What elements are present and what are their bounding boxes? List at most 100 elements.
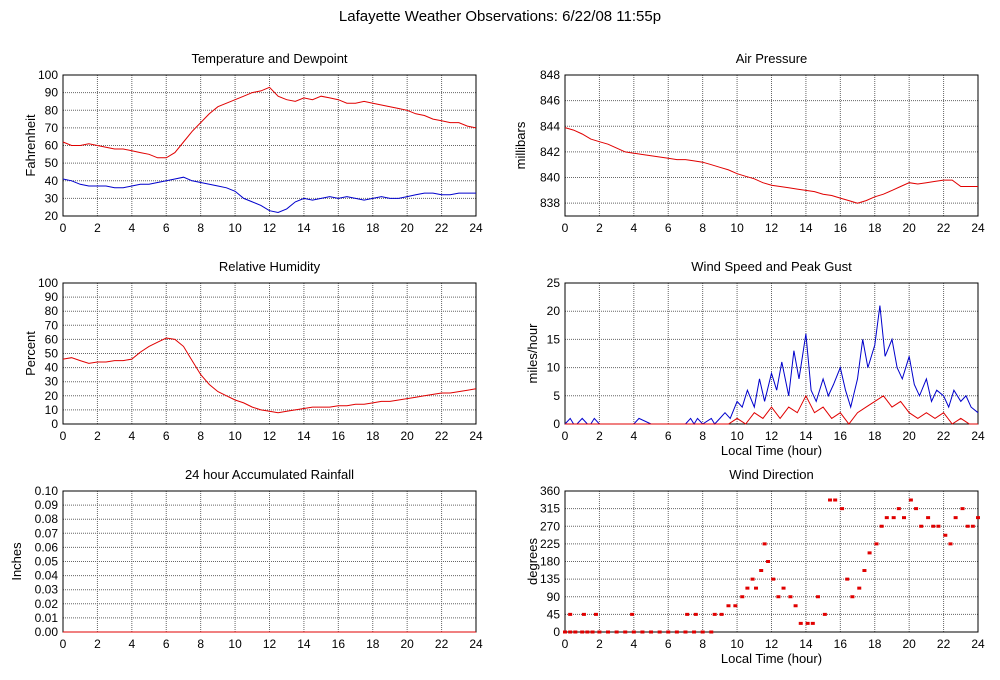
- x-tick-label: 8: [699, 637, 706, 651]
- x-tick-label: 12: [765, 221, 779, 235]
- y-tick-label: 90: [547, 590, 561, 604]
- data-point: [919, 524, 924, 528]
- data-point: [581, 612, 586, 616]
- y-tick-label: 315: [540, 502, 560, 516]
- y-tick-label: 0: [51, 417, 58, 431]
- data-point: [623, 630, 628, 634]
- x-tick-label: 0: [60, 637, 67, 651]
- data-point: [685, 612, 690, 616]
- y-axis-label: miles/hour: [525, 323, 540, 384]
- y-tick-label: 80: [45, 103, 59, 117]
- x-tick-label: 18: [366, 221, 380, 235]
- x-tick-label: 10: [730, 637, 744, 651]
- y-tick-label: 0.08: [35, 512, 59, 526]
- x-tick-label: 2: [596, 221, 603, 235]
- y-tick-label: 0.02: [35, 597, 59, 611]
- y-tick-label: 844: [540, 119, 560, 133]
- y-tick-label: 0.00: [35, 625, 59, 639]
- x-tick-label: 0: [562, 637, 569, 651]
- data-point: [902, 516, 907, 520]
- data-point: [948, 542, 953, 546]
- x-tick-label: 22: [435, 637, 449, 651]
- x-tick-label: 22: [937, 429, 951, 443]
- y-tick-label: 15: [547, 332, 561, 346]
- data-point: [874, 542, 879, 546]
- y-tick-label: 45: [547, 607, 561, 621]
- data-point: [931, 524, 936, 528]
- data-point: [573, 630, 578, 634]
- series-line-red: [62, 86, 477, 159]
- data-point: [926, 516, 931, 520]
- x-tick-label: 20: [902, 637, 916, 651]
- data-point: [712, 612, 717, 616]
- y-axis-label: Fahrenheit: [23, 114, 38, 177]
- y-tick-label: 5: [553, 389, 560, 403]
- y-tick-label: 840: [540, 171, 560, 185]
- x-tick-label: 10: [730, 429, 744, 443]
- data-point: [781, 586, 786, 590]
- x-tick-label: 24: [971, 221, 985, 235]
- x-tick-label: 22: [435, 221, 449, 235]
- data-point: [793, 604, 798, 608]
- data-point: [674, 630, 679, 634]
- x-tick-label: 4: [630, 221, 637, 235]
- data-point: [640, 630, 645, 634]
- x-tick-label: 6: [163, 221, 170, 235]
- x-tick-label: 4: [128, 637, 135, 651]
- x-tick-label: 20: [400, 221, 414, 235]
- x-tick-label: 12: [263, 637, 277, 651]
- y-tick-label: 100: [38, 68, 58, 82]
- x-tick-label: 2: [94, 221, 101, 235]
- y-tick-label: 0.05: [35, 555, 59, 569]
- x-tick-label: 6: [665, 429, 672, 443]
- y-tick-label: 90: [45, 290, 59, 304]
- x-tick-label: 6: [163, 637, 170, 651]
- x-tick-label: 12: [765, 637, 779, 651]
- data-point: [733, 604, 738, 608]
- y-tick-label: 0: [553, 417, 560, 431]
- data-point: [683, 630, 688, 634]
- y-axis-label: Inches: [9, 542, 24, 581]
- y-tick-label: 90: [45, 86, 59, 100]
- data-point: [726, 604, 731, 608]
- x-tick-label: 20: [902, 429, 916, 443]
- data-point: [590, 630, 595, 634]
- y-tick-label: 20: [45, 389, 59, 403]
- data-point: [953, 516, 958, 520]
- data-point: [805, 621, 810, 625]
- y-tick-label: 360: [540, 484, 560, 498]
- data-point: [798, 621, 803, 625]
- series-line-red: [564, 127, 978, 204]
- x-tick-label: 14: [799, 429, 813, 443]
- data-point: [845, 577, 850, 581]
- data-point: [719, 612, 724, 616]
- y-tick-label: 0.07: [35, 526, 59, 540]
- data-point: [788, 595, 793, 599]
- x-tick-label: 18: [868, 429, 882, 443]
- series-line-blue: [62, 176, 476, 214]
- x-tick-label: 8: [197, 637, 204, 651]
- y-axis-label: degrees: [525, 538, 540, 585]
- data-point: [740, 595, 745, 599]
- chart-title: Air Pressure: [736, 51, 808, 66]
- y-tick-label: 0.01: [35, 611, 59, 625]
- x-tick-label: 18: [868, 221, 882, 235]
- data-point: [936, 524, 941, 528]
- y-axis-label: Percent: [23, 331, 38, 376]
- y-tick-label: 0: [553, 625, 560, 639]
- data-point: [745, 586, 750, 590]
- y-tick-label: 0.09: [35, 498, 59, 512]
- data-point: [976, 516, 980, 520]
- data-point: [943, 533, 948, 537]
- data-point: [614, 630, 619, 634]
- data-point: [693, 612, 698, 616]
- y-tick-label: 40: [45, 361, 59, 375]
- y-tick-label: 0.06: [35, 540, 59, 554]
- data-point: [754, 586, 759, 590]
- x-tick-label: 24: [469, 429, 483, 443]
- y-tick-label: 60: [45, 139, 59, 153]
